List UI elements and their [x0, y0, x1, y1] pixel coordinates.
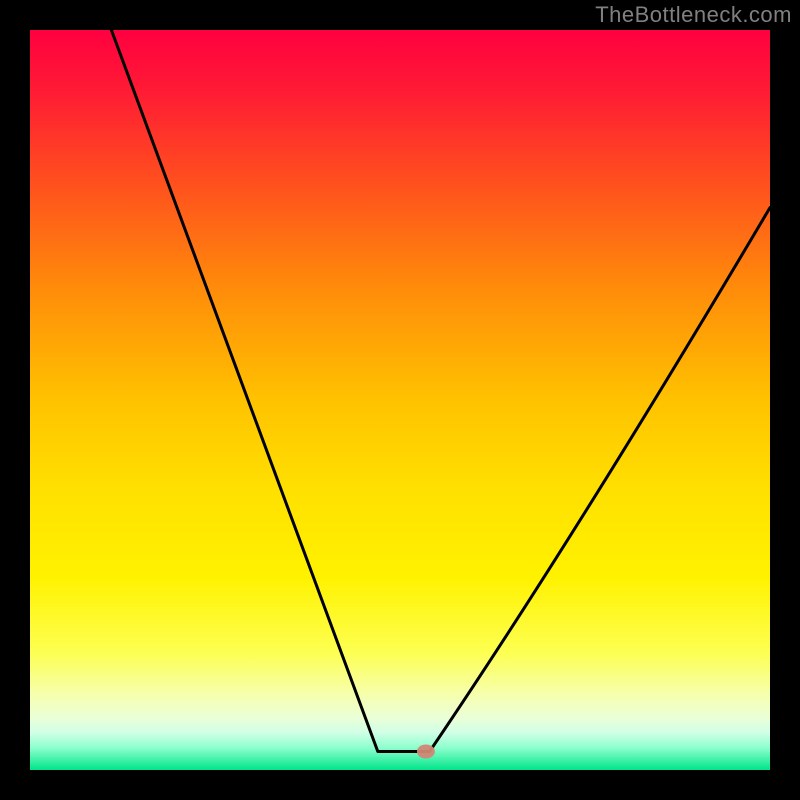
optimum-marker — [417, 745, 435, 759]
gradient-background — [30, 30, 770, 770]
bottleneck-chart — [0, 0, 800, 800]
watermark-text: TheBottleneck.com — [595, 2, 792, 28]
chart-container: TheBottleneck.com — [0, 0, 800, 800]
